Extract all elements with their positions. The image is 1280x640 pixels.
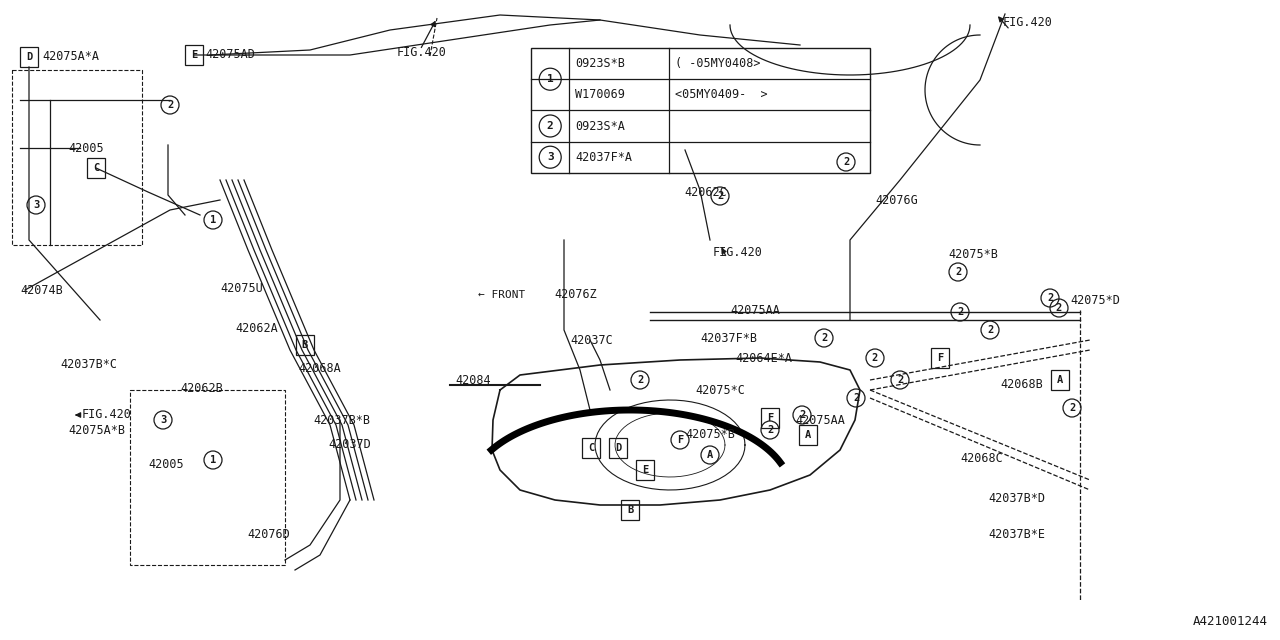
- Text: 1: 1: [210, 455, 216, 465]
- Text: A: A: [1057, 375, 1064, 385]
- Text: A421001244: A421001244: [1193, 615, 1268, 628]
- Text: 42062A: 42062A: [236, 321, 278, 335]
- Text: 3: 3: [33, 200, 40, 210]
- Text: 2: 2: [897, 375, 904, 385]
- Text: 42064E*A: 42064E*A: [735, 351, 792, 365]
- Text: 42075*B: 42075*B: [948, 248, 998, 262]
- Text: 42076Z: 42076Z: [554, 289, 596, 301]
- Text: 42075AA: 42075AA: [795, 413, 845, 426]
- Text: 2: 2: [957, 307, 963, 317]
- Text: 42005: 42005: [68, 141, 104, 154]
- Bar: [186, 45, 204, 65]
- Text: 2: 2: [872, 353, 878, 363]
- Text: 0923S*B: 0923S*B: [575, 57, 625, 70]
- Text: D: D: [614, 443, 621, 453]
- Text: 1: 1: [210, 215, 216, 225]
- Text: FIG.420: FIG.420: [713, 246, 763, 259]
- Text: C: C: [93, 163, 99, 173]
- Text: 2: 2: [842, 157, 849, 167]
- Bar: [131, 390, 285, 565]
- Text: C: C: [588, 443, 594, 453]
- Text: 42062B: 42062B: [180, 381, 223, 394]
- Text: 2: 2: [955, 267, 961, 277]
- Text: 2: 2: [1047, 293, 1053, 303]
- Text: 2: 2: [166, 100, 173, 110]
- Text: E: E: [191, 50, 197, 60]
- Text: 2: 2: [717, 191, 723, 201]
- Text: 42075AA: 42075AA: [730, 303, 780, 317]
- Text: 2: 2: [547, 121, 553, 131]
- Text: FIG.420: FIG.420: [397, 45, 447, 58]
- Bar: [582, 438, 600, 458]
- Text: 42037F*A: 42037F*A: [575, 150, 632, 164]
- Bar: [621, 500, 639, 520]
- Text: W170069: W170069: [575, 88, 625, 101]
- Text: 2: 2: [1069, 403, 1075, 413]
- Text: 42037B*B: 42037B*B: [314, 413, 370, 426]
- Text: 3: 3: [547, 152, 553, 162]
- Bar: [1051, 370, 1069, 390]
- Text: 42084: 42084: [454, 374, 490, 387]
- Text: 2: 2: [1056, 303, 1062, 313]
- Text: B: B: [627, 505, 634, 515]
- Text: ( -05MY0408>: ( -05MY0408>: [676, 57, 760, 70]
- Text: F: F: [937, 353, 943, 363]
- Text: A: A: [707, 450, 713, 460]
- Text: 42075*D: 42075*D: [1070, 294, 1120, 307]
- Text: ← FRONT: ← FRONT: [477, 290, 525, 300]
- Text: 42075A*A: 42075A*A: [42, 51, 99, 63]
- Text: 42068B: 42068B: [1000, 378, 1043, 392]
- Text: 42037B*E: 42037B*E: [988, 529, 1044, 541]
- Text: 42075AD: 42075AD: [205, 49, 255, 61]
- Text: D: D: [26, 52, 32, 62]
- Bar: [87, 158, 105, 178]
- Text: 42076D: 42076D: [247, 529, 289, 541]
- Bar: [609, 438, 627, 458]
- Text: 2: 2: [852, 393, 859, 403]
- Bar: [762, 408, 780, 428]
- Bar: [531, 48, 870, 173]
- Text: 42068A: 42068A: [298, 362, 340, 374]
- Bar: [12, 70, 142, 245]
- Text: 2: 2: [799, 410, 805, 420]
- Text: 3: 3: [160, 415, 166, 425]
- Text: 42005: 42005: [148, 458, 183, 472]
- Text: 42075A*B: 42075A*B: [68, 424, 125, 436]
- Text: 1: 1: [547, 74, 553, 84]
- Text: <05MY0409-  >: <05MY0409- >: [676, 88, 768, 101]
- Bar: [20, 47, 38, 67]
- Text: 2: 2: [767, 425, 773, 435]
- Text: FIG.420: FIG.420: [1004, 15, 1053, 29]
- Bar: [636, 460, 654, 480]
- Text: 42037C: 42037C: [570, 333, 613, 346]
- Text: 2: 2: [987, 325, 993, 335]
- Text: F: F: [767, 413, 773, 423]
- Bar: [799, 425, 817, 445]
- Text: 42076G: 42076G: [876, 193, 918, 207]
- Text: 42037B*D: 42037B*D: [988, 492, 1044, 504]
- Text: 2: 2: [820, 333, 827, 343]
- Text: B: B: [302, 340, 308, 350]
- Text: 42074B: 42074B: [20, 284, 63, 296]
- Text: 42075*B: 42075*B: [685, 429, 735, 442]
- Text: 42075*C: 42075*C: [695, 383, 745, 397]
- Text: 42068C: 42068C: [960, 451, 1002, 465]
- Bar: [296, 335, 314, 355]
- Text: 42037F*B: 42037F*B: [700, 332, 756, 344]
- Text: F: F: [677, 435, 684, 445]
- Bar: [931, 348, 948, 368]
- Text: E: E: [641, 465, 648, 475]
- Text: 2: 2: [637, 375, 643, 385]
- Text: 42062C: 42062C: [684, 186, 727, 198]
- Text: 42037B*C: 42037B*C: [60, 358, 116, 371]
- Text: 42075U: 42075U: [220, 282, 262, 294]
- Text: A: A: [805, 430, 812, 440]
- Text: 0923S*A: 0923S*A: [575, 120, 625, 132]
- Text: 42037D: 42037D: [328, 438, 371, 451]
- Text: FIG.420: FIG.420: [82, 408, 132, 422]
